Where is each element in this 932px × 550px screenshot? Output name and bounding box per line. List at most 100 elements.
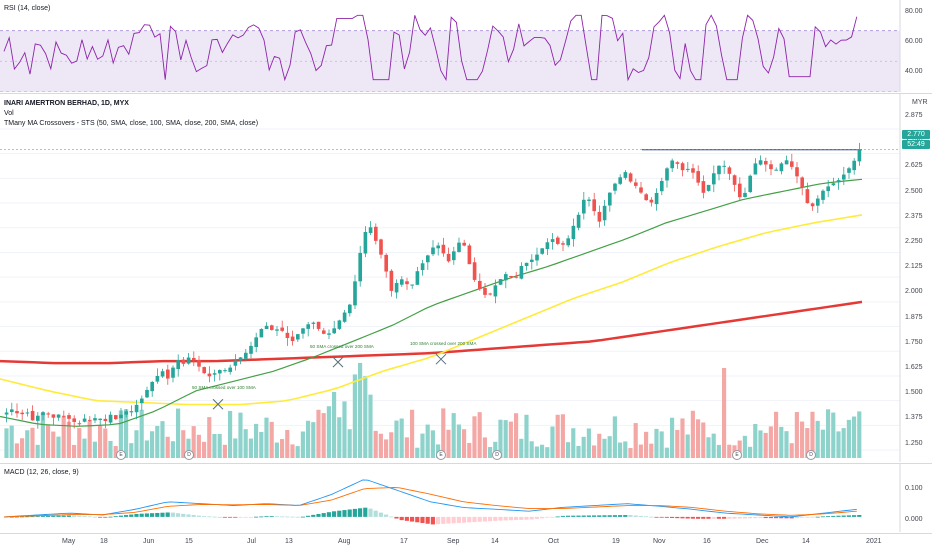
crossover-label-100-200: 100 SMA crossed over 200 SMA [410, 341, 477, 346]
macd-histogram-bar [72, 515, 77, 517]
volume-bar [160, 421, 165, 458]
candle-body [394, 282, 399, 293]
candle-body [592, 199, 597, 212]
macd-histogram-bar [789, 516, 794, 519]
earnings-marker[interactable]: E [436, 450, 446, 460]
candle-body [212, 373, 217, 375]
candle-body [711, 173, 716, 185]
candle-body [347, 304, 352, 314]
macd-histogram-bar [290, 516, 295, 518]
volume-bar [113, 445, 118, 458]
volume-bar [800, 421, 805, 458]
candle-body [514, 276, 519, 278]
macd-histogram-bar [664, 516, 669, 518]
candle-body [197, 360, 201, 367]
volume-bar [846, 419, 851, 458]
candle-body [483, 288, 487, 295]
candle-body [618, 177, 623, 184]
volume-bar [9, 425, 14, 458]
macd-pane[interactable]: MACD (12, 26, close, 9) 0.100 0.000 [0, 464, 932, 532]
macd-histogram-bar [394, 516, 399, 519]
volume-bar [66, 421, 71, 458]
pane-divider [0, 533, 932, 534]
price-tick: 1.250 [905, 439, 923, 447]
price-tick: 2.125 [905, 263, 923, 271]
candle-body [529, 259, 534, 263]
macd-histogram-bar [51, 515, 56, 517]
candle-body [217, 370, 222, 374]
macd-histogram-bar [30, 516, 35, 518]
macd-histogram-bar [378, 512, 383, 517]
volume-bar [124, 409, 129, 458]
volume-bar [326, 406, 331, 458]
volume-bar [675, 429, 680, 458]
volume-bar [4, 428, 9, 458]
volume-bar [742, 435, 747, 458]
macd-histogram-bar [696, 516, 701, 519]
candle-body [290, 336, 295, 342]
candle-body [9, 409, 14, 412]
dividend-marker[interactable]: D [184, 450, 194, 460]
dividend-marker[interactable]: D [806, 450, 816, 460]
rsi-level-40: 40.00 [905, 68, 923, 75]
macd-histogram-bar [160, 512, 165, 517]
macd-histogram-bar [519, 516, 524, 520]
candle-body [576, 214, 581, 228]
volume-bar [841, 428, 846, 458]
time-tick: May [62, 538, 76, 545]
macd-histogram-bar [430, 516, 435, 525]
candle-body [155, 375, 160, 382]
candle-body [441, 244, 446, 254]
macd-histogram-bar [857, 515, 862, 517]
macd-histogram-bar [118, 515, 123, 517]
candle-body [488, 293, 493, 295]
candle-body [77, 423, 82, 425]
earnings-marker[interactable]: E [732, 450, 742, 460]
macd-histogram-bar [477, 516, 482, 522]
volume-bar [852, 416, 857, 458]
candle-body [30, 410, 35, 421]
macd-histogram-bar [389, 516, 394, 518]
candle-body [654, 192, 659, 205]
volume-bar [295, 446, 300, 458]
candle-body [545, 242, 550, 249]
price-pane[interactable]: INARI AMERTRON BERHAD, 1D, MYX Vol TMany… [0, 94, 932, 462]
dividend-marker[interactable]: D [492, 450, 502, 460]
volume-bar [155, 425, 160, 458]
macd-histogram-bar [514, 516, 519, 521]
volume-bar [196, 434, 201, 458]
candle-body [493, 285, 498, 297]
earnings-marker[interactable]: E [116, 450, 126, 460]
time-tick: Nov [653, 538, 666, 545]
macd-histogram-bar [295, 516, 300, 518]
pane-divider[interactable] [0, 463, 932, 464]
volume-bar [722, 368, 727, 458]
macd-histogram-bar [566, 515, 571, 517]
candle-body [597, 211, 602, 222]
rsi-pane[interactable]: RSI (14, close) 80.00 60.00 40.00 [0, 0, 932, 92]
volume-bar [98, 425, 103, 458]
macd-histogram-bar [300, 516, 305, 518]
candle-body [337, 320, 342, 329]
macd-histogram-bar [150, 513, 155, 517]
pane-divider[interactable] [0, 93, 932, 94]
candle-body [800, 177, 805, 188]
volume-bar [420, 433, 425, 458]
volume-bar [857, 411, 862, 458]
volume-bar [202, 441, 207, 458]
volume-bar [472, 416, 477, 458]
candle-body [379, 239, 383, 255]
time-tick: 16 [703, 538, 711, 545]
ma-study-legend: TMany MA Crossovers - STS (50, SMA, clos… [4, 120, 259, 127]
volume-bar [347, 429, 352, 458]
macd-histogram-bar [654, 516, 659, 518]
volume-bar [586, 428, 591, 458]
volume-bar [623, 441, 628, 458]
macd-histogram-bar [92, 516, 97, 518]
macd-histogram-bar [508, 516, 513, 521]
volume-bar [706, 437, 711, 458]
macd-histogram-bar [482, 516, 487, 522]
macd-histogram-bar [77, 515, 82, 517]
candle-body [607, 192, 612, 206]
candle-body [353, 281, 357, 306]
